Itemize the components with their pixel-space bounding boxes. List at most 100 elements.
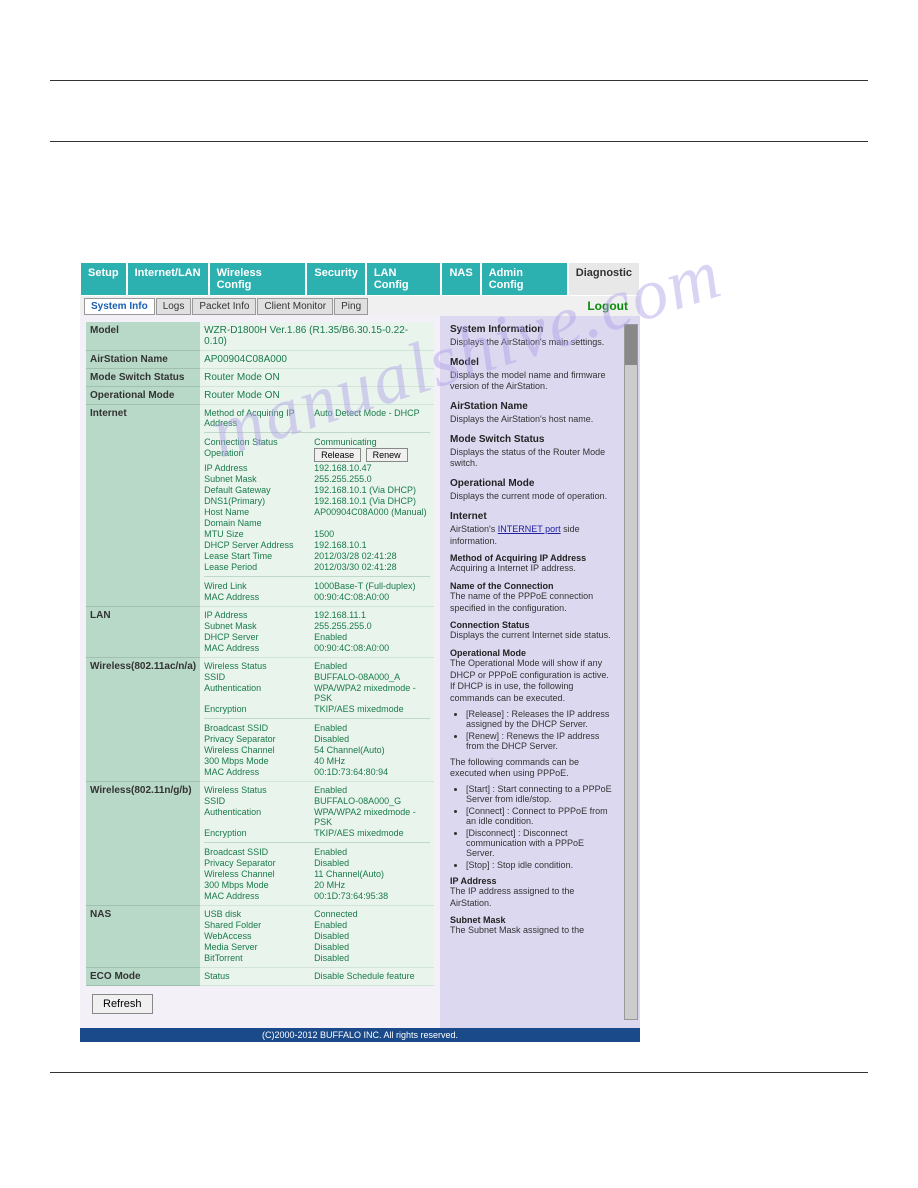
label-wlan-b: Wireless(802.11n/g/b) <box>86 782 200 906</box>
kv-val: Enabled <box>314 847 430 857</box>
kv-key: Wireless Status <box>204 785 314 795</box>
kv-row: EncryptionTKIP/AES mixedmode <box>204 704 430 714</box>
sub-tab-packet-info[interactable]: Packet Info <box>192 298 256 315</box>
kv-row: Domain Name <box>204 518 430 528</box>
value-op-mode: Router Mode ON <box>200 387 434 405</box>
kv-val: Disabled <box>314 931 430 941</box>
kv-key: Broadcast SSID <box>204 723 314 733</box>
main-tab-setup[interactable]: Setup <box>80 262 127 296</box>
main-tab-nas[interactable]: NAS <box>441 262 480 296</box>
kv-key: IP Address <box>204 610 314 620</box>
refresh-button[interactable]: Refresh <box>92 994 153 1014</box>
help-sub-subnet: Subnet Mask <box>450 915 614 925</box>
kv-val: 1500 <box>314 529 430 539</box>
help-panel: System Information Displays the AirStati… <box>440 316 640 1028</box>
kv-row: BitTorrentDisabled <box>204 953 430 963</box>
kv-row: Media ServerDisabled <box>204 942 430 952</box>
help-p-connname: The name of the PPPoE connection specifi… <box>450 591 614 614</box>
help-h-sysinfo: System Information <box>450 324 614 335</box>
kv-val: 2012/03/30 02:41:28 <box>314 562 430 572</box>
help-p-sysinfo: Displays the AirStation's main settings. <box>450 337 614 349</box>
kv-val: Disable Schedule feature <box>314 971 430 981</box>
kv-row: EncryptionTKIP/AES mixedmode <box>204 828 430 838</box>
kv-row: Privacy SeparatorDisabled <box>204 734 430 744</box>
help-sub-opmode2: Operational Mode <box>450 648 614 658</box>
help-p-method: Acquiring a Internet IP address. <box>450 563 614 575</box>
help-li-release: [Release] : Releases the IP address assi… <box>466 709 614 729</box>
kv-key: DHCP Server <box>204 632 314 642</box>
kv-row: IP Address192.168.10.47 <box>204 463 430 473</box>
kv-key: Media Server <box>204 942 314 952</box>
sub-tab-client-monitor[interactable]: Client Monitor <box>257 298 333 315</box>
help-p-pppoe: The following commands can be executed w… <box>450 757 614 780</box>
value-wlan-a: Wireless StatusEnabledSSIDBUFFALO-08A000… <box>200 658 434 782</box>
kv-val: Disabled <box>314 942 430 952</box>
help-h-model: Model <box>450 357 614 368</box>
kv-val: Enabled <box>314 661 430 671</box>
kv-key: MTU Size <box>204 529 314 539</box>
help-scrollbar[interactable] <box>624 324 638 1020</box>
sub-tab-ping[interactable]: Ping <box>334 298 368 315</box>
kv-val: Enabled <box>314 723 430 733</box>
page-rule-3 <box>50 1072 868 1073</box>
kv-row: Wireless Channel54 Channel(Auto) <box>204 745 430 755</box>
kv-row: USB diskConnected <box>204 909 430 919</box>
kv-row: MAC Address00:90:4C:08:A0:00 <box>204 592 430 602</box>
release-button[interactable]: Release <box>314 448 361 462</box>
kv-val: 40 MHz <box>314 756 430 766</box>
help-h-airstation: AirStation Name <box>450 401 614 412</box>
kv-row: Wireless StatusEnabled <box>204 785 430 795</box>
kv-val: 192.168.10.1 <box>314 540 430 550</box>
kv-key: SSID <box>204 672 314 682</box>
kv-key: Wireless Status <box>204 661 314 671</box>
main-tab-lan-config[interactable]: LAN Config <box>366 262 442 296</box>
kv-row: StatusDisable Schedule feature <box>204 971 430 981</box>
kv-row: AuthenticationWPA/WPA2 mixedmode - PSK <box>204 683 430 703</box>
main-tab-internet-lan[interactable]: Internet/LAN <box>127 262 209 296</box>
kv-val <box>314 518 430 528</box>
main-tab-diagnostic[interactable]: Diagnostic <box>568 262 640 296</box>
main-tab-wireless-config[interactable]: Wireless Config <box>209 262 307 296</box>
logout-link[interactable]: Logout <box>587 299 636 313</box>
kv-val: 1000Base-T (Full-duplex) <box>314 581 430 591</box>
sub-tab-system-info[interactable]: System Info <box>84 298 155 315</box>
kv-row: Wireless StatusEnabled <box>204 661 430 671</box>
router-admin-screenshot: manualshive.com SetupInternet/LANWireles… <box>80 262 640 1042</box>
help-p-opmode: Displays the current mode of operation. <box>450 491 614 503</box>
kv-val: 192.168.10.1 (Via DHCP) <box>314 496 430 506</box>
help-li-renew: [Renew] : Renews the IP address from the… <box>466 731 614 751</box>
kv-val: BUFFALO-08A000_A <box>314 672 430 682</box>
kv-row: AuthenticationWPA/WPA2 mixedmode - PSK <box>204 807 430 827</box>
key-method-ip: Method of Acquiring IP Address <box>204 408 314 428</box>
kv-val: BUFFALO-08A000_G <box>314 796 430 806</box>
sub-tab-logs[interactable]: Logs <box>156 298 192 315</box>
kv-val: Enabled <box>314 785 430 795</box>
help-sub-ip: IP Address <box>450 876 614 886</box>
value-nas: USB diskConnectedShared FolderEnabledWeb… <box>200 906 434 968</box>
internet-port-link[interactable]: INTERNET port <box>498 524 561 534</box>
kv-key: MAC Address <box>204 767 314 777</box>
kv-key: Lease Period <box>204 562 314 572</box>
kv-val: 255.255.255.0 <box>314 621 430 631</box>
kv-row: Connection StatusCommunicating <box>204 437 430 447</box>
renew-button[interactable]: Renew <box>366 448 408 462</box>
value-eco: StatusDisable Schedule feature <box>200 968 434 986</box>
kv-key: Privacy Separator <box>204 858 314 868</box>
kv-val: 00:90:4C:08:A0:00 <box>314 592 430 602</box>
label-internet: Internet <box>86 405 200 607</box>
kv-row: Shared FolderEnabled <box>204 920 430 930</box>
main-tab-security[interactable]: Security <box>306 262 365 296</box>
kv-row: WebAccessDisabled <box>204 931 430 941</box>
kv-key: WebAccess <box>204 931 314 941</box>
kv-row: MAC Address00:90:4C:08:A0:00 <box>204 643 430 653</box>
main-tab-admin-config[interactable]: Admin Config <box>481 262 568 296</box>
kv-key: IP Address <box>204 463 314 473</box>
kv-key: Default Gateway <box>204 485 314 495</box>
kv-key: Subnet Mask <box>204 621 314 631</box>
kv-val: 11 Channel(Auto) <box>314 869 430 879</box>
kv-key: MAC Address <box>204 643 314 653</box>
kv-key: MAC Address <box>204 592 314 602</box>
help-p-connstatus: Displays the current Internet side statu… <box>450 630 614 642</box>
kv-key: Authentication <box>204 807 314 827</box>
kv-row: SSIDBUFFALO-08A000_G <box>204 796 430 806</box>
